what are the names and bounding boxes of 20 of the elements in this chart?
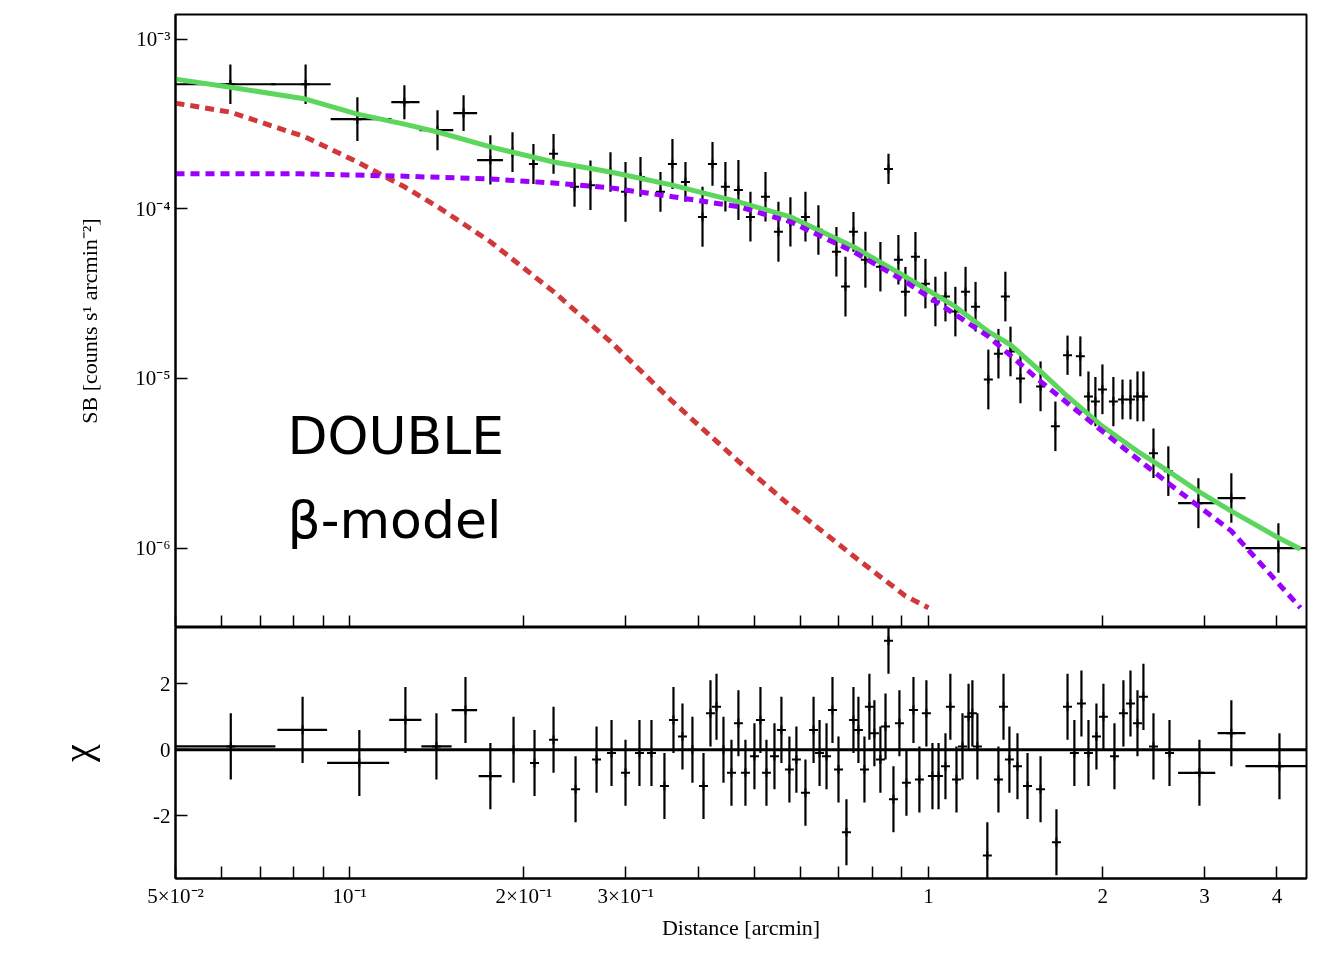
- x-tick-label: 2: [1097, 883, 1108, 908]
- x-tick-label: 3×10⁻¹: [597, 883, 655, 908]
- x-tick-label: 4: [1271, 883, 1283, 908]
- y-tick-label: 2: [160, 671, 171, 696]
- x-tick-label: 3: [1199, 883, 1210, 908]
- annotation: DOUBLE: [287, 405, 505, 466]
- x-tick-label: 1: [923, 883, 934, 908]
- x-tick-label: 5×10⁻²: [147, 883, 204, 908]
- annotation: β-model: [287, 489, 502, 550]
- y-tick-label: 10⁻⁵: [135, 366, 171, 391]
- y-tick-label: 10⁻⁴: [135, 196, 171, 221]
- y-axis-title: χ: [55, 743, 101, 763]
- y-tick-label: 0: [160, 737, 171, 762]
- y-tick-label: 10⁻⁶: [135, 536, 171, 561]
- x-axis-title: Distance [arcmin]: [661, 914, 821, 940]
- y-tick-label: 10⁻³: [136, 27, 171, 52]
- y-axis-title: SB [counts s¹ arcmin⁻²]: [77, 218, 103, 424]
- y-tick-label: -2: [153, 803, 171, 828]
- x-tick-label: 10⁻¹: [332, 883, 367, 908]
- x-tick-label: 2×10⁻¹: [495, 883, 553, 908]
